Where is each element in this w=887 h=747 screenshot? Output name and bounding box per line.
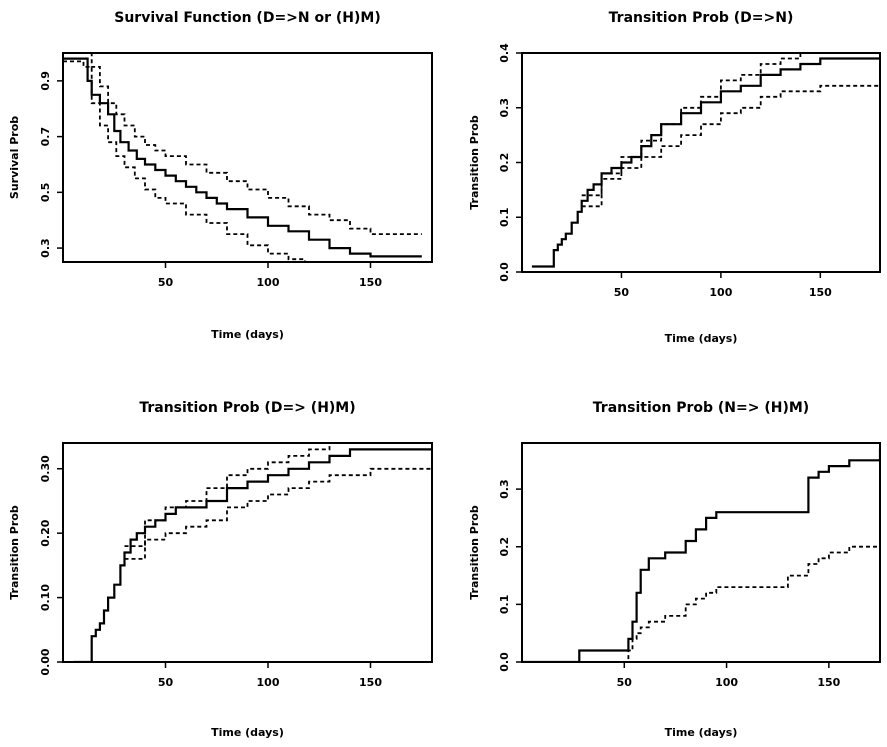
x-tick-label: 100 bbox=[257, 276, 280, 289]
chart-panel-2: Transition Prob (D=>N) 50 100 150 0.0 0.1 0.2 0… bbox=[468, 10, 881, 345]
chart-panel-3: Transition Prob (D=> (H)M) 50 100 150 0.00 0.… bbox=[8, 400, 433, 739]
y-tick-label: 0.3 bbox=[498, 479, 511, 499]
estimate-line bbox=[523, 448, 879, 661]
x-tick-label: 150 bbox=[359, 276, 382, 289]
estimate-line bbox=[73, 448, 431, 661]
y-tick-label: 0.0 bbox=[498, 652, 511, 672]
x-axis-label: Time (days) bbox=[665, 726, 738, 739]
x-tick-label: 100 bbox=[709, 286, 732, 299]
y-tick-label: 0.00 bbox=[39, 648, 52, 675]
y-tick-label: 0.1 bbox=[498, 208, 511, 228]
y-tick-label: 0.3 bbox=[498, 98, 511, 118]
y-axis-label: Survival Prob bbox=[8, 116, 21, 199]
y-tick-label: 0.3 bbox=[39, 238, 52, 257]
y-axis-label: Transition Prob bbox=[468, 505, 481, 600]
estimate-line bbox=[531, 57, 879, 268]
y-tick-label: 0.4 bbox=[498, 43, 511, 63]
confidence-band-line bbox=[90, 54, 422, 235]
x-tick-label: 50 bbox=[617, 676, 633, 689]
confidence-band-line bbox=[581, 84, 879, 208]
y-tick-label: 0.1 bbox=[498, 595, 511, 615]
x-tick-label: 50 bbox=[614, 286, 630, 299]
y-tick-label: 0.30 bbox=[39, 455, 52, 482]
chart-panel-4: Transition Prob (N=> (H)M) 50 100 150 0.0 0.1… bbox=[468, 400, 881, 739]
chart-title: Transition Prob (D=>N) bbox=[609, 10, 794, 26]
x-tick-label: 150 bbox=[359, 676, 382, 689]
confidence-band-line bbox=[64, 60, 306, 261]
x-tick-label: 50 bbox=[158, 676, 174, 689]
y-axis-label: Transition Prob bbox=[468, 115, 481, 210]
plot-frame bbox=[62, 52, 433, 263]
chart-title: Transition Prob (N=> (H)M) bbox=[593, 400, 809, 416]
y-tick-label: 0.5 bbox=[39, 183, 52, 203]
y-tick-label: 0.2 bbox=[498, 153, 511, 173]
plot-frame bbox=[521, 442, 881, 663]
x-tick-label: 100 bbox=[715, 676, 738, 689]
confidence-band-line bbox=[581, 54, 802, 197]
chart-title: Survival Function (D=>N or (H)M) bbox=[114, 10, 381, 26]
confidence-band-line bbox=[124, 444, 331, 547]
x-tick-label: 100 bbox=[257, 676, 280, 689]
chart-title: Transition Prob (D=> (H)M) bbox=[139, 400, 355, 416]
x-tick-label: 50 bbox=[158, 276, 174, 289]
confidence-band-line bbox=[627, 545, 879, 661]
confidence-band-line bbox=[124, 467, 431, 560]
y-tick-label: 0.2 bbox=[498, 537, 511, 557]
y-tick-label: 0.10 bbox=[39, 584, 52, 611]
chart-panel-1: Survival Function (D=>N or (H)M) 50 100 150… bbox=[8, 10, 433, 341]
x-tick-label: 150 bbox=[809, 286, 832, 299]
x-tick-label: 150 bbox=[817, 676, 840, 689]
y-tick-label: 0.9 bbox=[39, 71, 52, 91]
y-axis-label: Transition Prob bbox=[8, 505, 21, 600]
y-tick-label: 0.20 bbox=[39, 519, 52, 546]
x-axis-label: Time (days) bbox=[665, 332, 738, 345]
estimate-line bbox=[64, 57, 422, 258]
y-tick-label: 0.0 bbox=[498, 262, 511, 282]
plot-frame bbox=[62, 442, 433, 663]
x-axis-label: Time (days) bbox=[211, 328, 284, 341]
y-tick-label: 0.7 bbox=[39, 127, 52, 147]
x-axis-label: Time (days) bbox=[211, 726, 284, 739]
